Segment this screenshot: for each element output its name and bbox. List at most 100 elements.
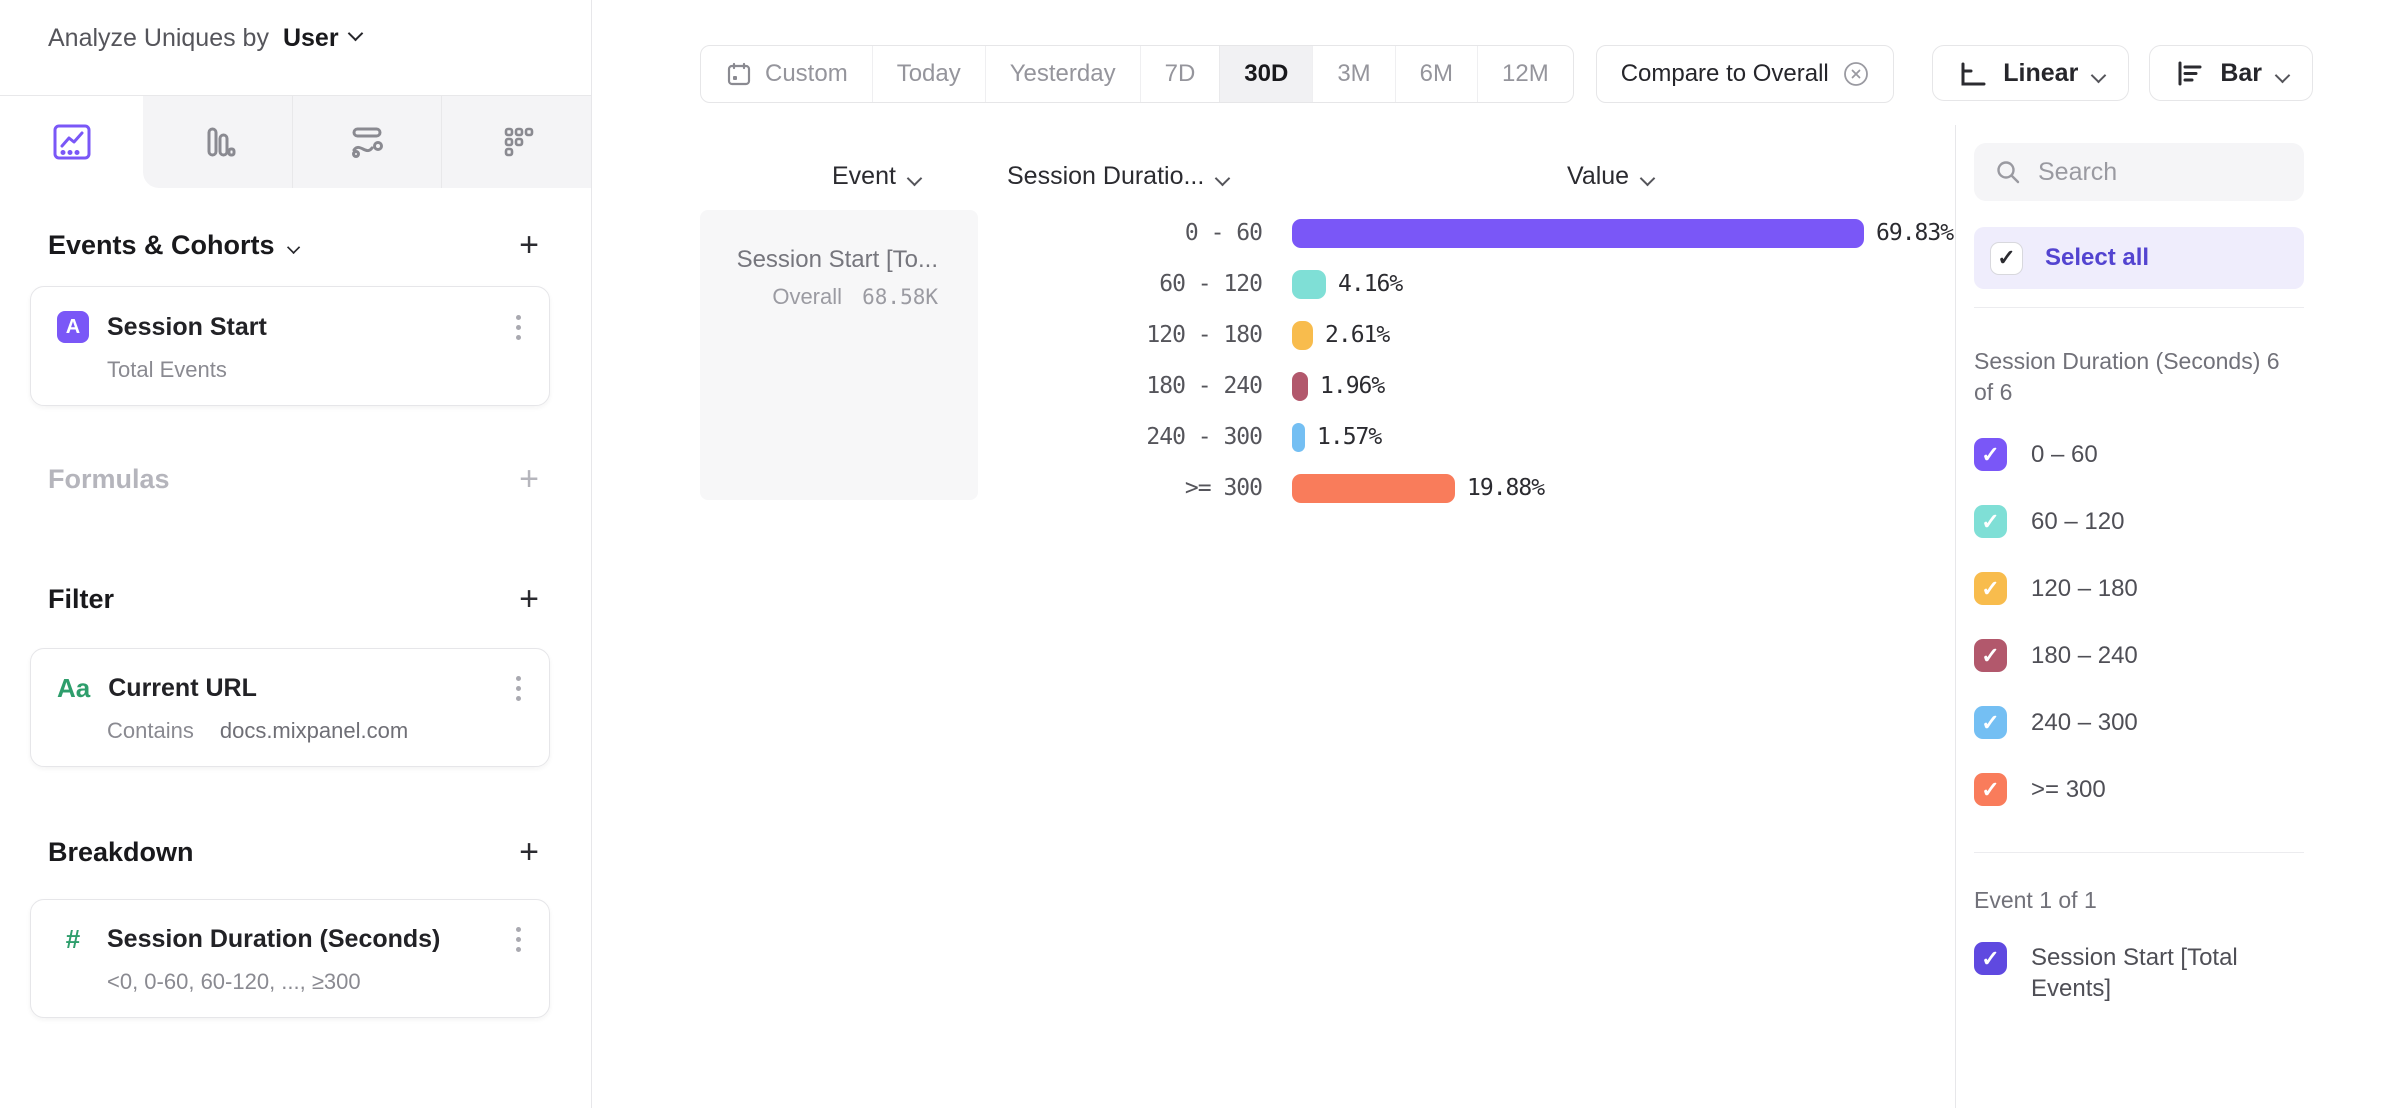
search-input[interactable]	[2038, 157, 2278, 187]
bar-chart-type-icon	[2172, 56, 2206, 90]
string-property-icon: Aa	[57, 673, 91, 703]
filter-value[interactable]: docs.mixpanel.com	[219, 718, 409, 743]
report-region: Custom Today Yesterday 7D 30D 3M 6M 12M Compare…	[592, 0, 2398, 1108]
compare-to-overall-button[interactable]: Compare to Overall	[1595, 45, 1894, 103]
column-header-event[interactable]: Event	[832, 160, 922, 192]
filter-options-menu[interactable]	[513, 674, 523, 703]
chevron-down-icon	[1216, 171, 1230, 185]
tab-flows[interactable]	[291, 96, 442, 188]
analyze-by-dropdown[interactable]: User	[282, 24, 339, 52]
bar-row: 180 - 240 1.96%	[592, 368, 1955, 404]
event-series-card[interactable]: Session Start [To... Overall 68.58K	[700, 210, 978, 500]
query-builder-panel: Analyze Uniques by User	[0, 0, 592, 1108]
legend-panel: ✓ Select all Session Duration (Seconds) …	[1955, 125, 2398, 1108]
bar-value: 1.96%	[1320, 373, 1385, 399]
bucket-checkbox[interactable]: ✓	[1974, 505, 2007, 538]
event-name[interactable]: Session Start	[107, 312, 267, 341]
bar-segment[interactable]	[1292, 269, 1326, 299]
bar-row: 240 - 300 1.57%	[592, 419, 1955, 455]
breakdown-buckets[interactable]: <0, 0-60, 60-120, ..., ≥300	[107, 969, 361, 994]
breakdown-card[interactable]: # Session Duration (Seconds) <0, 0-60, 6…	[30, 899, 550, 1018]
bucket-legend-label: >= 300	[2031, 775, 2106, 803]
select-all-checkbox[interactable]: ✓	[1990, 241, 2023, 275]
filter-card[interactable]: Aa Current URL Contains docs.mixpanel.co…	[30, 648, 550, 767]
bucket-checkbox[interactable]: ✓	[1974, 572, 2007, 605]
flow-icon	[344, 119, 390, 165]
report-toolbar: Custom Today Yesterday 7D 30D 3M 6M 12M Compare…	[592, 0, 2398, 125]
breakdown-property-name[interactable]: Session Duration (Seconds)	[107, 925, 441, 953]
column-header-breakdown[interactable]: Session Duratio...	[1007, 160, 1230, 192]
bucket-legend-label: 180 – 240	[2031, 641, 2138, 669]
bar-segment[interactable]	[1292, 473, 1455, 503]
bar-segment[interactable]	[1292, 371, 1308, 401]
divider	[1974, 852, 2304, 853]
filter-property-name[interactable]: Current URL	[108, 674, 257, 702]
numeric-property-icon: #	[65, 924, 81, 954]
tab-insights[interactable]	[0, 96, 143, 188]
add-event-button[interactable]: +	[519, 226, 539, 264]
chevron-down-icon	[2092, 68, 2106, 82]
inactive-tabs-group	[143, 96, 591, 188]
bucket-label: 240 - 300	[1146, 424, 1263, 450]
legend-item[interactable]: ✓ >= 300	[1974, 773, 2398, 806]
y-axis-scale-dropdown[interactable]: Linear	[1932, 45, 2130, 101]
bucket-checkbox[interactable]: ✓	[1974, 773, 2007, 806]
event-legend-item[interactable]: ✓ Session Start [Total Events]	[1974, 942, 2398, 1004]
filter-section-header: Filter +	[48, 582, 539, 616]
legend-item[interactable]: ✓ 0 – 60	[1974, 438, 2398, 471]
chevron-down-icon	[1641, 171, 1655, 185]
legend-item[interactable]: ✓ 120 – 180	[1974, 572, 2398, 605]
bar-value: 1.57%	[1317, 424, 1382, 450]
date-range-control: Custom Today Yesterday 7D 30D 3M 6M 12M	[700, 45, 1574, 103]
legend-search[interactable]	[1974, 143, 2304, 201]
remove-compare-icon[interactable]	[1843, 61, 1869, 87]
bucket-label: 0 - 60	[1184, 220, 1263, 246]
add-formula-button[interactable]: +	[519, 460, 539, 498]
event-measure[interactable]: Total Events	[107, 357, 227, 382]
bar-segment[interactable]	[1292, 422, 1305, 452]
analyze-label: Analyze Uniques by	[48, 24, 269, 52]
select-all-row[interactable]: ✓ Select all	[1974, 227, 2304, 289]
overall-label: Overall	[772, 284, 843, 309]
chart-type-dropdown[interactable]: Bar	[2149, 45, 2313, 101]
legend-item[interactable]: ✓ 240 – 300	[1974, 706, 2398, 739]
compare-label: Compare to Overall	[1620, 60, 1829, 87]
filter-operator[interactable]: Contains	[107, 718, 194, 743]
column-header-value[interactable]: Value	[1567, 160, 1655, 192]
calendar-icon	[725, 60, 753, 88]
event-checkbox[interactable]: ✓	[1974, 942, 2007, 975]
event-letter-badge: A	[57, 311, 89, 343]
bucket-checkbox[interactable]: ✓	[1974, 706, 2007, 739]
line-chart-icon	[49, 119, 95, 165]
date-range-30d[interactable]: 30D	[1219, 46, 1313, 102]
tab-bar-chart[interactable]	[143, 96, 292, 188]
date-range-today[interactable]: Today	[871, 46, 985, 102]
legend-item[interactable]: ✓ 60 – 120	[1974, 505, 2398, 538]
tab-metrics[interactable]	[441, 96, 591, 188]
date-range-yesterday[interactable]: Yesterday	[984, 46, 1140, 102]
breakdown-group-label: Session Duration (Seconds) 6 of 6	[1974, 348, 2280, 405]
date-range-6m[interactable]: 6M	[1394, 46, 1477, 102]
date-range-7d[interactable]: 7D	[1139, 46, 1220, 102]
bucket-label: >= 300	[1184, 475, 1263, 501]
bar-segment[interactable]	[1292, 218, 1864, 248]
breakdown-options-menu[interactable]	[513, 925, 523, 954]
date-range-12m[interactable]: 12M	[1477, 46, 1573, 102]
event-card[interactable]: A Session Start Total Events	[30, 286, 550, 406]
bar-row: >= 300 19.88%	[592, 470, 1955, 506]
bucket-checkbox[interactable]: ✓	[1974, 639, 2007, 672]
chevron-down-icon[interactable]	[288, 241, 300, 253]
add-breakdown-button[interactable]: +	[519, 833, 539, 871]
search-icon	[1994, 158, 2022, 186]
event-series-title: Session Start [To...	[736, 246, 938, 273]
bucket-label: 120 - 180	[1146, 322, 1263, 348]
event-options-menu[interactable]	[513, 313, 523, 342]
bar-segment[interactable]	[1292, 320, 1313, 350]
bar-value: 69.83%	[1876, 220, 1954, 246]
bucket-checkbox[interactable]: ✓	[1974, 438, 2007, 471]
legend-item[interactable]: ✓ 180 – 240	[1974, 639, 2398, 672]
add-filter-button[interactable]: +	[519, 580, 539, 618]
date-range-custom[interactable]: Custom	[701, 46, 872, 102]
date-range-3m[interactable]: 3M	[1312, 46, 1394, 102]
